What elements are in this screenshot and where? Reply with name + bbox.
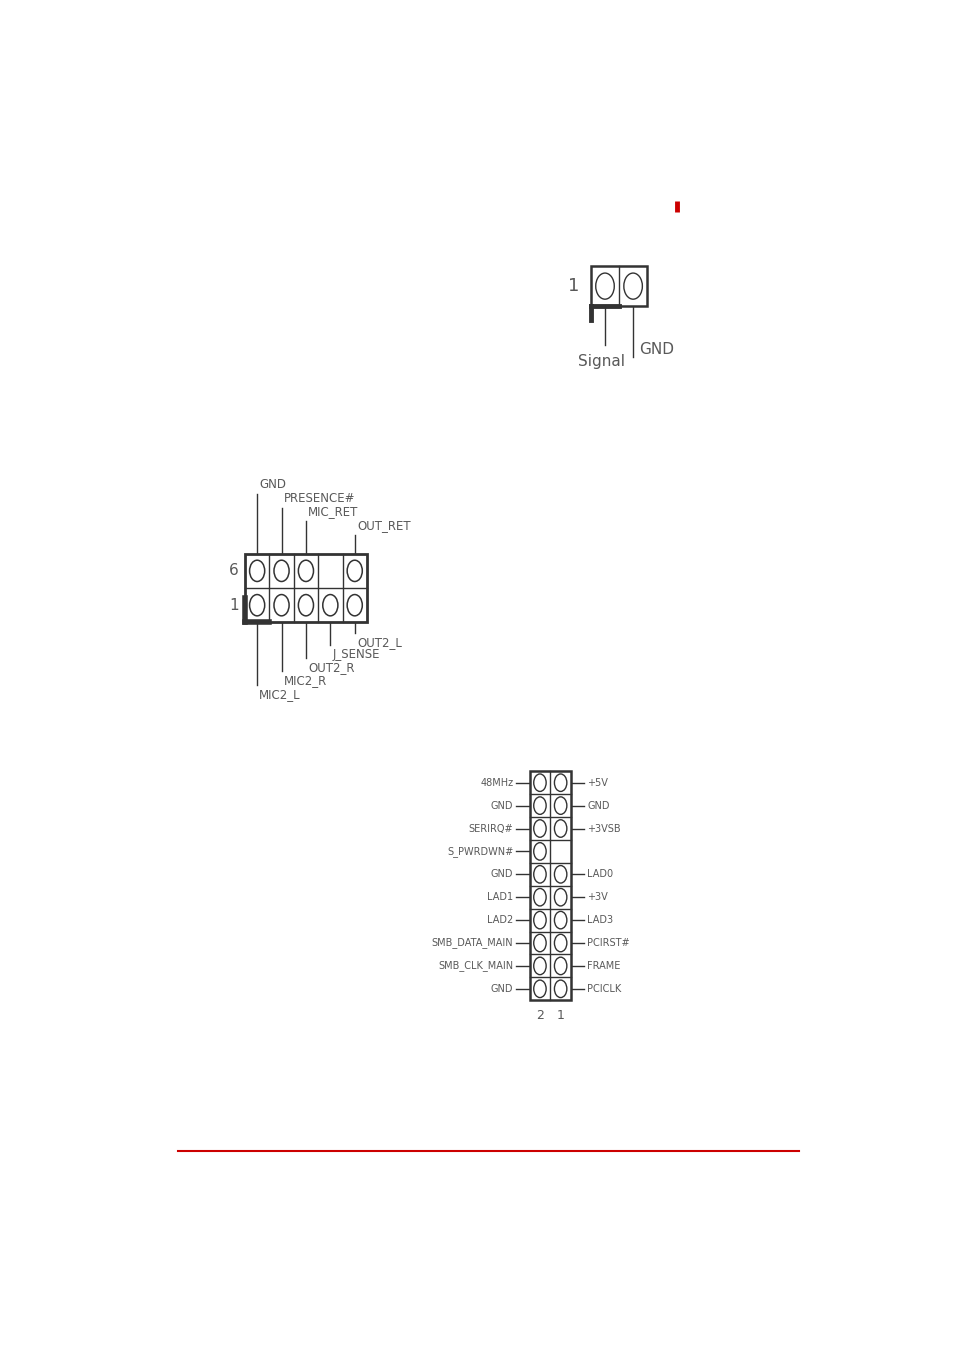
Text: OUT2_L: OUT2_L <box>356 635 401 649</box>
Circle shape <box>554 819 566 837</box>
Circle shape <box>533 911 545 929</box>
Circle shape <box>533 819 545 837</box>
Text: GND: GND <box>490 800 513 811</box>
Text: LAD3: LAD3 <box>587 915 613 925</box>
Circle shape <box>533 888 545 906</box>
Text: +3VSB: +3VSB <box>587 823 620 833</box>
Text: LAD2: LAD2 <box>487 915 513 925</box>
Text: GND: GND <box>259 479 286 491</box>
Circle shape <box>554 934 566 952</box>
Text: PRESENCE#: PRESENCE# <box>283 492 355 504</box>
Circle shape <box>533 934 545 952</box>
Text: 1: 1 <box>557 1009 564 1022</box>
Text: SMB_DATA_MAIN: SMB_DATA_MAIN <box>432 937 513 949</box>
Circle shape <box>298 560 314 581</box>
Circle shape <box>554 957 566 975</box>
Circle shape <box>250 595 264 617</box>
Circle shape <box>347 595 362 617</box>
Circle shape <box>554 796 566 814</box>
Circle shape <box>554 865 566 883</box>
Bar <box>590 266 646 306</box>
Text: GND: GND <box>587 800 609 811</box>
Circle shape <box>322 595 337 617</box>
Circle shape <box>554 980 566 998</box>
Circle shape <box>274 560 289 581</box>
Text: 2: 2 <box>536 1009 543 1022</box>
Circle shape <box>533 980 545 998</box>
Text: +5V: +5V <box>587 777 607 788</box>
Circle shape <box>347 560 362 581</box>
Circle shape <box>623 273 641 299</box>
Text: GND: GND <box>490 984 513 994</box>
Circle shape <box>554 911 566 929</box>
Text: 6: 6 <box>229 564 239 579</box>
Text: PCICLK: PCICLK <box>587 984 620 994</box>
Text: OUT_RET: OUT_RET <box>356 519 410 531</box>
Text: +3V: +3V <box>587 892 607 902</box>
Circle shape <box>533 957 545 975</box>
Text: MIC2_L: MIC2_L <box>259 688 300 700</box>
Circle shape <box>554 773 566 791</box>
Text: MIC_RET: MIC_RET <box>308 506 358 518</box>
Circle shape <box>533 796 545 814</box>
Bar <box>529 771 571 1000</box>
Circle shape <box>533 773 545 791</box>
Text: GND: GND <box>490 869 513 879</box>
Text: J_SENSE: J_SENSE <box>333 649 379 661</box>
Text: 48MHz: 48MHz <box>479 777 513 788</box>
Text: MIC2_R: MIC2_R <box>283 675 327 687</box>
Text: SMB_CLK_MAIN: SMB_CLK_MAIN <box>437 960 513 971</box>
Circle shape <box>595 273 614 299</box>
Text: SERIRQ#: SERIRQ# <box>468 823 513 833</box>
Circle shape <box>250 560 264 581</box>
Bar <box>245 554 367 622</box>
Circle shape <box>533 865 545 883</box>
Text: Signal: Signal <box>578 354 624 369</box>
Circle shape <box>298 595 314 617</box>
Text: S_PWRDWN#: S_PWRDWN# <box>447 846 513 857</box>
Text: 1: 1 <box>229 598 239 612</box>
Circle shape <box>554 888 566 906</box>
Text: FRAME: FRAME <box>587 961 620 971</box>
Text: GND: GND <box>639 342 674 357</box>
Text: PCIRST#: PCIRST# <box>587 938 629 948</box>
Text: LAD1: LAD1 <box>487 892 513 902</box>
Text: 1: 1 <box>568 277 579 295</box>
Circle shape <box>274 595 289 617</box>
Circle shape <box>533 842 545 860</box>
Text: OUT2_R: OUT2_R <box>308 661 355 673</box>
Text: LAD0: LAD0 <box>587 869 613 879</box>
